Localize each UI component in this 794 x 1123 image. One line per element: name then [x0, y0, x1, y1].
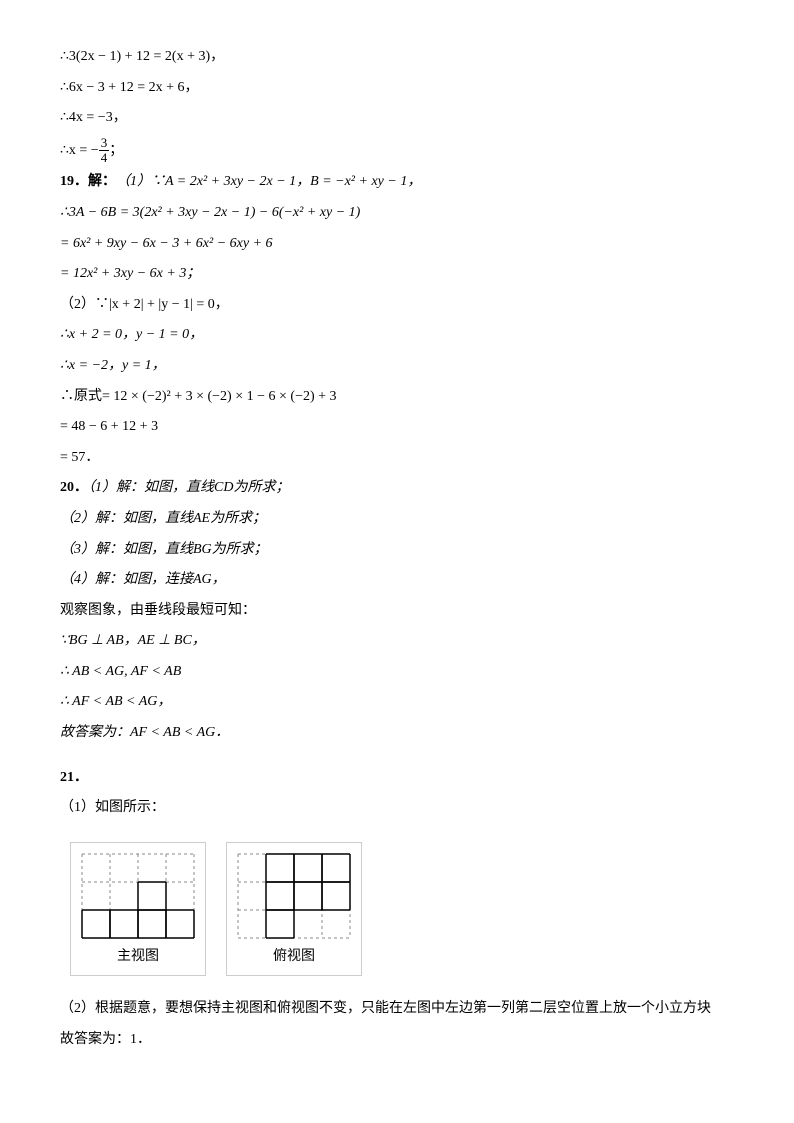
- front-view-label: 主视图: [81, 944, 195, 971]
- views-container: 主视图 俯视图: [60, 832, 734, 987]
- step-line: （3）解：如图，直线BG为所求；: [60, 537, 734, 564]
- eq-line: = 6x² + 9xy − 6x − 3 + 6x² − 6xy + 6: [60, 231, 734, 258]
- eq-line: ∴4x = −3，: [60, 105, 734, 132]
- answer-line: 故答案为：1．: [60, 1027, 734, 1054]
- step-line: （2）解：如图，直线AE为所求；: [60, 506, 734, 533]
- answer-line: 故答案为：AF < AB < AG．: [60, 720, 734, 747]
- q-number: 19．解：: [60, 174, 116, 189]
- q19-header: 19．解：（1）∵A = 2x² + 3xy − 2x − 1，B = −x² …: [60, 169, 734, 196]
- step-line: （4）解：如图，连接AG，: [60, 567, 734, 594]
- top-view-box: 俯视图: [226, 842, 362, 977]
- top-view-svg: [237, 853, 351, 939]
- fraction-num: 3: [99, 136, 110, 151]
- eq-line: ∴ AB < AG, AF < AB: [60, 659, 734, 686]
- eq-line: ∴原式= 12 × (−2)² + 3 × (−2) × 1 − 6 × (−2…: [60, 384, 734, 411]
- eq-text: ∴x = −: [60, 143, 99, 158]
- q21-header: 21．: [60, 765, 734, 792]
- eq-text: （1）解：如图，直线CD为所求；: [88, 480, 289, 495]
- eq-line: ∴ AF < AB < AG，: [60, 689, 734, 716]
- front-view-svg: [81, 853, 195, 939]
- fraction: 34: [99, 136, 110, 166]
- step-line: （1）如图所示：: [60, 795, 734, 822]
- top-view-label: 俯视图: [237, 944, 351, 971]
- eq-line: ∴x = −2，y = 1，: [60, 353, 734, 380]
- q-number: 20．: [60, 480, 88, 495]
- fraction-den: 4: [99, 151, 110, 165]
- eq-line: （2）∵|x + 2| + |y − 1| = 0，: [60, 292, 734, 319]
- eq-line: = 48 − 6 + 12 + 3: [60, 414, 734, 441]
- eq-line: ∴x = −34；: [60, 136, 734, 166]
- eq-line: ∴x + 2 = 0，y − 1 = 0，: [60, 322, 734, 349]
- eq-line: ∴3(2x − 1) + 12 = 2(x + 3)，: [60, 44, 734, 71]
- eq-line: ∵BG ⊥ AB，AE ⊥ BC，: [60, 628, 734, 655]
- q20-header: 20．（1）解：如图，直线CD为所求；: [60, 475, 734, 502]
- eq-line: = 57．: [60, 445, 734, 472]
- eq-line: = 12x² + 3xy − 6x + 3；: [60, 261, 734, 288]
- eq-line: ∴3A − 6B = 3(2x² + 3xy − 2x − 1) − 6(−x²…: [60, 200, 734, 227]
- eq-line: ∴6x − 3 + 12 = 2x + 6，: [60, 75, 734, 102]
- eq-text: （1）∵A = 2x² + 3xy − 2x − 1，B = −x² + xy …: [116, 174, 421, 189]
- front-view-box: 主视图: [70, 842, 206, 977]
- step-line: 观察图象，由垂线段最短可知：: [60, 598, 734, 625]
- eq-text: ；: [109, 143, 123, 158]
- step-line: （2）根据题意，要想保持主视图和俯视图不变，只能在左图中左边第一列第二层空位置上…: [60, 996, 734, 1023]
